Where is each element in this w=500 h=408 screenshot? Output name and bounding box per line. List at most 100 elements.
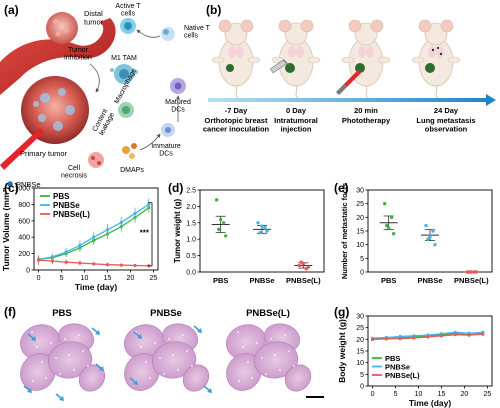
x-tick-label: 10 [81,275,89,282]
mouse-icon [212,20,260,98]
data-point [467,334,470,337]
x-tick-label: 20 [461,391,469,398]
x-tick-label: 0 [371,391,375,398]
panel-g: (g) 0 5 10 15 20 25 30 0 5 10 15 20 25 Time (day) Body… [334,305,492,408]
data-point [120,263,123,266]
y-tick-label: 800 [18,202,30,209]
matured-dcs-icon [170,78,186,94]
data-point [454,333,457,336]
y-tick-label: 1.5 [186,220,196,227]
legend-entry: PNBSe(L) [53,210,90,219]
data-point [470,270,473,273]
y-tick-label: 5 [360,372,364,379]
x-category-label: PBS [381,276,396,285]
data-point [390,216,393,219]
data-point [258,231,261,234]
distal-tumor-icon [46,12,78,44]
y-tick-label: 15 [356,349,364,356]
x-category-label: PNBSe [417,276,442,285]
data-point [106,263,109,266]
data-point [433,243,436,246]
panel-a: (a) Distal tumor Primary tumor Tumor inhib… [0,3,211,189]
timeline-desc-label: Orthotopic breast cancer inoculation [203,116,270,133]
data-point [383,202,386,205]
data-point [92,236,95,239]
y-axis-label: Tumor weight (g) [173,199,182,264]
data-point [392,232,395,235]
data-point [222,221,225,224]
y-tick-label: 30 [356,188,364,195]
timeline-desc-label: Lung metastasis observation [416,116,475,133]
x-tick-label: 20 [127,275,135,282]
y-tick-label: 1.0 [186,237,196,244]
data-point [424,224,427,227]
data-point [260,224,263,227]
data-point [385,337,388,340]
y-tick-label: 0.0 [186,270,196,277]
y-tick-label: 1000 [14,186,30,193]
x-tick-label: 5 [394,391,398,398]
legend-entry: PNBSe [53,201,80,210]
mouse-icon [412,20,460,98]
data-point [106,228,109,231]
label-primary-tumor: Primary tumor [20,149,68,158]
y-tick-label: 0.5 [186,253,196,260]
label-content-leakage: Contentleakage [92,108,117,137]
data-point [92,262,95,265]
label-tumor-inhibition: Tumor inhibition [64,47,92,62]
x-tick-label: 15 [104,275,112,282]
data-point [263,226,266,229]
data-point [371,338,374,341]
panel-c: (c) 020040060080010000 5 10 15 20 25Time (day… [1,181,158,292]
panel-f: (f) PBS PNBSe PNBSe(L) [4,305,324,401]
data-point [219,218,222,221]
y-tick-label: 2.5 [186,188,196,195]
panel-d: (d) 0.0 0.5 1.0 1.5 2.0 2.5 PBS PNBSe PNBSe(L) Tu… [168,181,324,285]
data-point [224,234,227,237]
panel-a-letter: (a) [4,3,19,17]
data-point [426,335,429,338]
data-point [481,333,484,336]
label-cell-necrosis: Cell necrosis [61,165,88,180]
y-tick-label: 0 [360,384,364,391]
x-tick-label: 25 [484,391,492,398]
timeline-desc-label: Intratumoral injection [274,116,318,133]
data-point [428,235,431,238]
label-m1-tam: M1 TAM [111,55,137,62]
lung-section-image [220,319,316,397]
data-point [387,227,390,230]
data-point [385,224,388,227]
data-point [431,229,434,232]
data-point [399,337,402,340]
y-tick-label: 200 [18,251,30,258]
data-point [302,262,305,265]
legend-entry: PNBSe(L) [385,371,420,380]
y-tick-label: 15 [356,229,364,236]
y-axis-label: Tumor Volume (mm³) [1,187,11,271]
data-point [265,229,268,232]
y-tick-label: 20 [356,215,364,222]
mouse-icon [342,20,390,98]
y-axis-label: Body weight (g) [337,319,347,383]
data-point [298,264,301,267]
x-category-label: PBS [213,276,228,285]
x-axis-label: Time (day) [75,282,118,292]
data-point [215,198,218,201]
x-category-label: PNBSe(L) [286,276,321,285]
panel-d-letter: (d) [168,181,183,195]
y-tick-label: 400 [18,235,30,242]
data-point [426,238,429,241]
y-tick-label: 30 [356,314,364,321]
metastasis-arrow-icon [204,386,212,393]
data-point [120,221,123,224]
data-point [37,259,40,262]
data-point [65,261,68,264]
timeline-day-label: -7 Day [225,106,248,115]
macrophage-icon [118,102,134,118]
data-point [78,261,81,264]
data-point [412,336,415,339]
